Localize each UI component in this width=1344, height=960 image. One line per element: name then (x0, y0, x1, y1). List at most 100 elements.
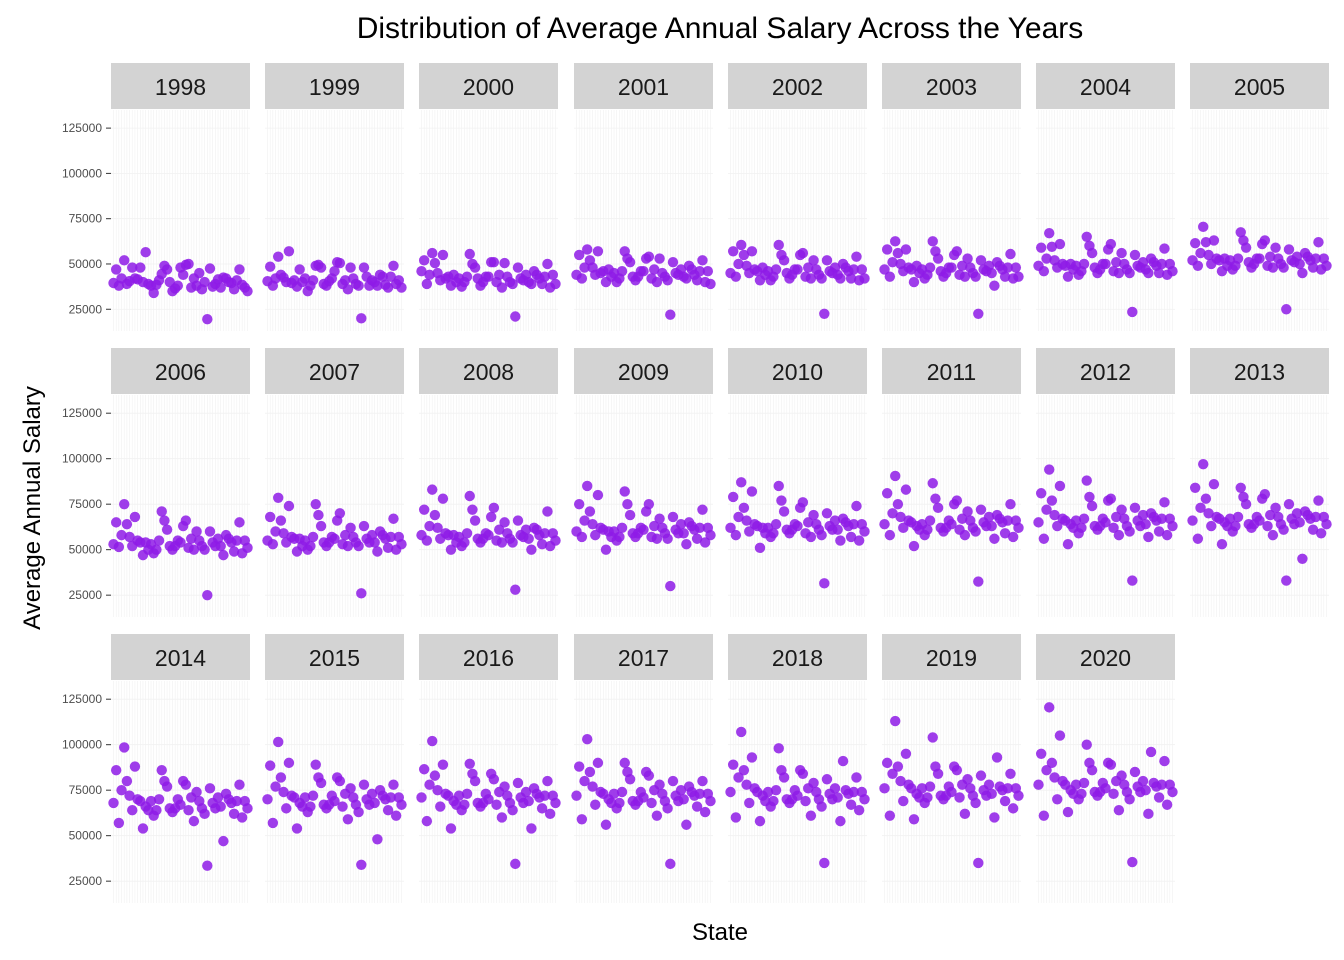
facet-strip-label: 2003 (926, 74, 977, 100)
data-point (342, 814, 354, 825)
facet-panel-2000: 2000 (416, 63, 561, 331)
data-point (242, 542, 253, 554)
data-point (1240, 242, 1252, 253)
data-point (890, 236, 901, 247)
data-point (970, 526, 981, 537)
data-point (927, 478, 938, 489)
data-point (299, 792, 311, 803)
data-point (467, 504, 478, 515)
data-point (587, 781, 598, 792)
data-point (172, 280, 184, 291)
data-point (156, 764, 167, 776)
data-point (499, 781, 510, 792)
data-point (1041, 253, 1052, 264)
data-point (307, 790, 319, 801)
data-point (835, 535, 846, 546)
data-point (614, 797, 625, 809)
data-point (110, 764, 122, 776)
facet-strip-label: 2017 (618, 645, 669, 671)
data-point (199, 808, 210, 820)
data-point (1137, 509, 1149, 521)
data-point (145, 795, 157, 807)
facet-panel-2011: 2011 (879, 348, 1024, 617)
data-point (416, 792, 427, 803)
data-point (1206, 520, 1217, 532)
data-point (1189, 237, 1201, 249)
data-point (1283, 244, 1295, 255)
data-point (1070, 515, 1082, 526)
data-point (1321, 518, 1332, 530)
data-point (427, 484, 438, 495)
data-point (614, 531, 625, 543)
data-point (592, 246, 604, 257)
data-point (1005, 248, 1016, 260)
data-point (353, 806, 364, 818)
data-point (273, 736, 284, 748)
data-point (356, 588, 367, 599)
data-point (819, 308, 830, 319)
facet-strip (1036, 634, 1175, 680)
data-point (805, 810, 817, 821)
chart-title: Distribution of Average Annual Salary Ac… (357, 12, 1084, 45)
data-point (845, 531, 857, 543)
data-point (124, 790, 135, 801)
data-point (507, 804, 518, 816)
facet-panel-2009: 2009 (571, 348, 716, 617)
data-point (924, 781, 936, 792)
data-point (140, 247, 151, 258)
y-tick-label: 25000 (69, 302, 103, 316)
data-point (959, 271, 971, 282)
data-point (837, 755, 849, 767)
data-point (665, 580, 676, 592)
data-point (845, 799, 857, 810)
data-point (638, 524, 649, 535)
data-point (215, 801, 226, 812)
data-point (951, 495, 963, 506)
data-point (199, 544, 210, 555)
facet-strip (728, 348, 867, 394)
data-point (1189, 482, 1201, 494)
data-point (180, 779, 192, 790)
data-point (1100, 783, 1111, 794)
data-point (1124, 267, 1135, 279)
data-point (212, 792, 224, 803)
data-point (175, 799, 186, 810)
data-point (1297, 267, 1308, 279)
data-point (494, 269, 505, 281)
data-point (619, 486, 630, 497)
data-point (119, 255, 130, 266)
data-point (678, 794, 689, 805)
data-point (697, 504, 708, 515)
y-tick-label: 100000 (62, 738, 102, 752)
data-point (1235, 482, 1246, 494)
data-point (576, 814, 588, 825)
data-point (1230, 520, 1241, 532)
data-point (667, 256, 679, 268)
data-point (1013, 271, 1024, 282)
data-point (1278, 524, 1289, 535)
data-point (754, 542, 766, 554)
data-point (1143, 531, 1154, 543)
data-point (299, 273, 311, 284)
data-point (848, 264, 859, 275)
data-point (310, 498, 321, 510)
data-point (494, 524, 505, 535)
data-point (283, 757, 295, 769)
facet-strip-label: 2002 (772, 74, 823, 100)
y-tick-label: 75000 (69, 783, 103, 797)
facet-strip-label: 2019 (926, 645, 977, 671)
data-point (385, 792, 396, 803)
data-point (542, 775, 553, 787)
data-point (496, 812, 508, 823)
data-point (1044, 702, 1055, 713)
data-point (262, 794, 273, 805)
data-point (153, 794, 165, 805)
data-point (741, 515, 752, 526)
data-point (483, 794, 494, 805)
data-point (845, 273, 857, 284)
data-point (829, 783, 841, 794)
data-point (542, 506, 553, 517)
data-point (1297, 553, 1308, 564)
data-point (697, 255, 708, 266)
data-point (1278, 262, 1289, 273)
